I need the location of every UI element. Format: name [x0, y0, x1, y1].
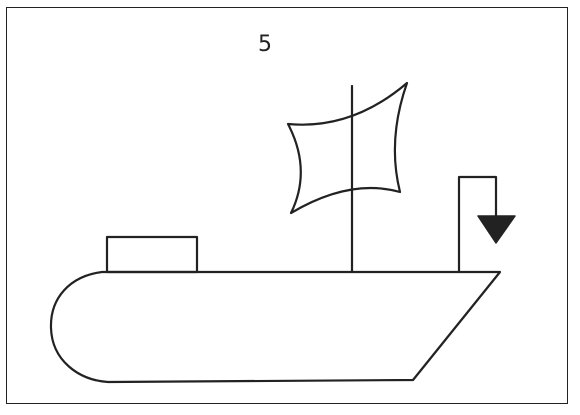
figure-number: 5 [258, 32, 272, 57]
boat-hull-icon [49, 270, 502, 384]
davit-icon [457, 175, 498, 274]
figure-frame [6, 7, 568, 404]
sail-icon [286, 81, 409, 215]
triangle-weight-icon [477, 215, 516, 244]
cabin-icon [105, 235, 199, 274]
